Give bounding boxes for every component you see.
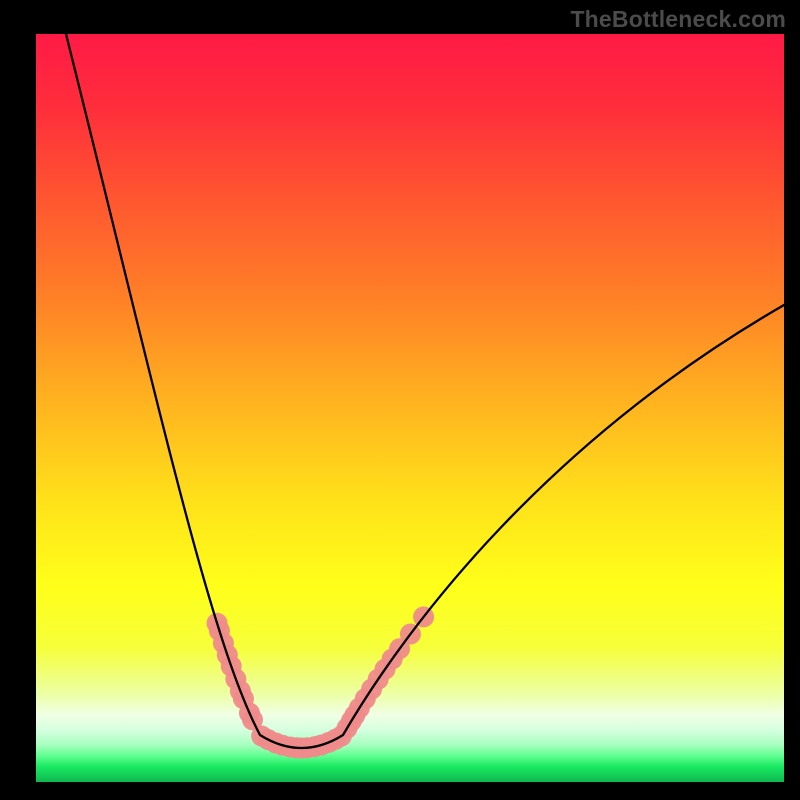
curve-overlay — [0, 0, 800, 800]
watermark-text: TheBottleneck.com — [570, 6, 786, 33]
marker-layer — [207, 606, 435, 758]
v-curve — [66, 34, 784, 748]
